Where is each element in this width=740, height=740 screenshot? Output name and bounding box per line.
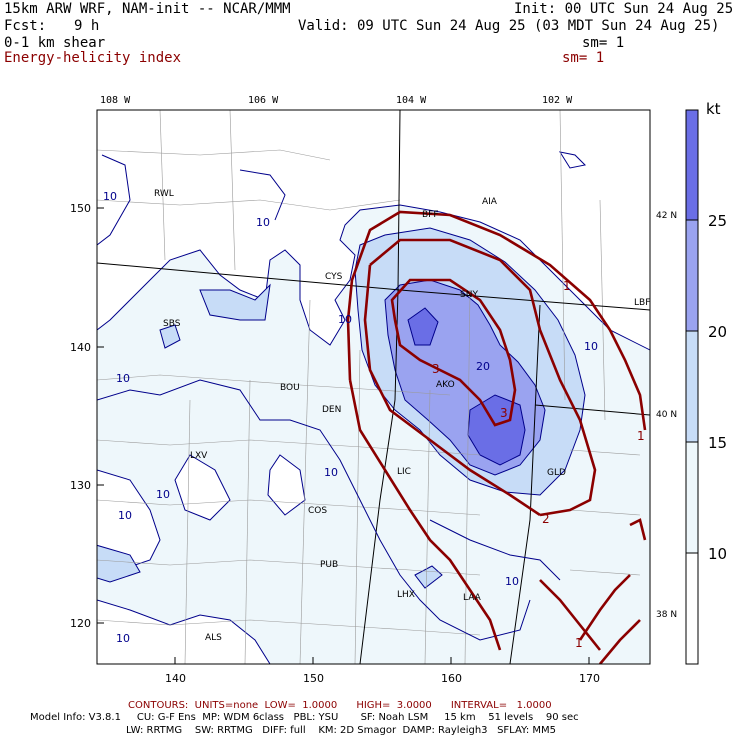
shear-fill-15 xyxy=(414,565,443,589)
colorbar-label: 15 xyxy=(708,434,728,452)
ehi-labels: 1 1 1 2 3 3 xyxy=(432,279,645,650)
x-tick-label: 150 xyxy=(303,672,324,685)
contour-info: CONTOURS: UNITS=none LOW= 1.0000 HIGH= 3… xyxy=(128,700,552,711)
fcst-value: 9 h xyxy=(74,18,100,34)
colorbar-unit: kt xyxy=(706,100,721,118)
y-tick-label: 150 xyxy=(70,202,91,215)
city-label: GLD xyxy=(547,468,566,478)
city-label: LIC xyxy=(397,467,411,477)
colorbar-swatch-below-10 xyxy=(686,553,698,664)
city-label: AIA xyxy=(482,197,498,207)
shear-contour-label: 10 xyxy=(338,313,352,326)
city-label: CYS xyxy=(325,272,343,282)
shear-contour-label: 10 xyxy=(116,372,130,385)
lat-label: 42 N xyxy=(656,211,677,221)
map-frame xyxy=(96,109,651,665)
city-label: ALS xyxy=(205,633,222,643)
shear-below-10-region xyxy=(558,151,587,169)
shear-contour-label: 10 xyxy=(584,340,598,353)
x-tick-label: 140 xyxy=(165,672,186,685)
city-labels: RWL AIA BFF CYS SNY LBF SBS BOU DEN AKO … xyxy=(154,189,650,643)
city-label: LXV xyxy=(190,451,208,461)
y-tick-labels: 150 140 130 120 xyxy=(70,202,91,630)
valid-time: Valid: 09 UTC Sun 24 Aug 25 (03 MDT Sun … xyxy=(298,18,720,34)
shear-contour-label: 20 xyxy=(476,360,490,373)
ehi-contour-label: 1 xyxy=(575,636,583,650)
shear-contour-label: 10 xyxy=(118,509,132,522)
y-tick-label: 140 xyxy=(70,341,91,354)
fcst-label: Fcst: xyxy=(4,18,47,34)
county-boundaries xyxy=(97,110,641,664)
city-label: SNY xyxy=(460,290,478,300)
shear-contours xyxy=(97,154,561,641)
ehi-contour-label: 2 xyxy=(542,512,550,526)
colorbar-label: 10 xyxy=(708,545,728,563)
shear-contour-label: 10 xyxy=(505,575,519,588)
lon-label: 108 W xyxy=(100,95,131,106)
colorbar-label: 20 xyxy=(708,323,728,341)
y-tick-label: 130 xyxy=(70,479,91,492)
colorbar xyxy=(685,109,699,665)
city-label: LAA xyxy=(463,593,482,603)
ehi-contour-label: 1 xyxy=(637,429,645,443)
city-label: BFF xyxy=(422,210,439,220)
shear-below-10-region xyxy=(267,454,306,516)
shear-below-10-region xyxy=(97,599,271,664)
model-info: Model Info: V3.8.1 CU: G-F Ens MP: WDM 6… xyxy=(30,712,579,723)
init-time: Init: 00 UTC Sun 24 Aug 25 xyxy=(514,1,734,17)
city-label: RWL xyxy=(154,189,174,199)
ehi-contours xyxy=(346,210,647,664)
city-label: SBS xyxy=(163,319,181,329)
ehi-contour-label: 1 xyxy=(563,279,571,293)
shear-fill-15 xyxy=(97,544,141,583)
colorbar-label: 25 xyxy=(708,212,728,230)
colorbar-swatch-10 xyxy=(686,442,698,553)
city-label: LHX xyxy=(397,590,415,600)
field-ehi-smoothing: sm= 1 xyxy=(562,50,605,66)
x-tick-label: 160 xyxy=(441,672,462,685)
lat-labels: 42 N 40 N 38 N xyxy=(656,211,677,620)
ehi-contour-label: 3 xyxy=(500,406,508,420)
lon-label: 104 W xyxy=(396,95,427,106)
shear-contour-label: 10 xyxy=(116,632,130,645)
field-ehi: Energy-helicity index xyxy=(4,50,182,66)
city-label: COS xyxy=(308,506,327,516)
shear-labels: 10 10 10 10 10 10 10 10 10 10 20 xyxy=(103,190,598,645)
axis-ticks xyxy=(97,207,590,664)
city-label: DEN xyxy=(322,405,341,415)
city-label: AKO xyxy=(436,380,455,390)
lon-label: 106 W xyxy=(248,95,279,106)
ehi-contour-label: 3 xyxy=(432,362,440,376)
city-label: LBF xyxy=(634,298,650,308)
shear-fill-15 xyxy=(199,283,271,321)
shear-contour-label: 10 xyxy=(256,216,270,229)
lat-label: 38 N xyxy=(656,610,677,620)
colorbar-swatch-25 xyxy=(686,110,698,220)
shear-contour-label: 10 xyxy=(103,190,117,203)
shear-fill-15 xyxy=(159,324,181,349)
model-title: 15km ARW WRF, NAM-init -- NCAR/MMM xyxy=(4,1,291,17)
field-shear-smoothing: sm= 1 xyxy=(582,35,625,51)
field-shear: 0-1 km shear xyxy=(4,35,106,51)
lon-label: 102 W xyxy=(542,95,573,106)
city-label: BOU xyxy=(280,383,300,393)
shear-contour-label: 10 xyxy=(156,488,170,501)
model-physics: LW: RRTMG SW: RRTMG DIFF: full KM: 2D Sm… xyxy=(126,725,556,736)
colorbar-swatch-15 xyxy=(686,331,698,442)
shear-contour-label: 10 xyxy=(324,466,338,479)
x-tick-label: 170 xyxy=(579,672,600,685)
lat-label: 40 N xyxy=(656,410,677,420)
shear-fill-25 xyxy=(407,307,439,346)
city-label: PUB xyxy=(320,560,338,570)
x-tick-labels: 140 150 160 170 xyxy=(165,672,600,685)
y-tick-label: 120 xyxy=(70,617,91,630)
colorbar-swatch-20 xyxy=(686,220,698,331)
